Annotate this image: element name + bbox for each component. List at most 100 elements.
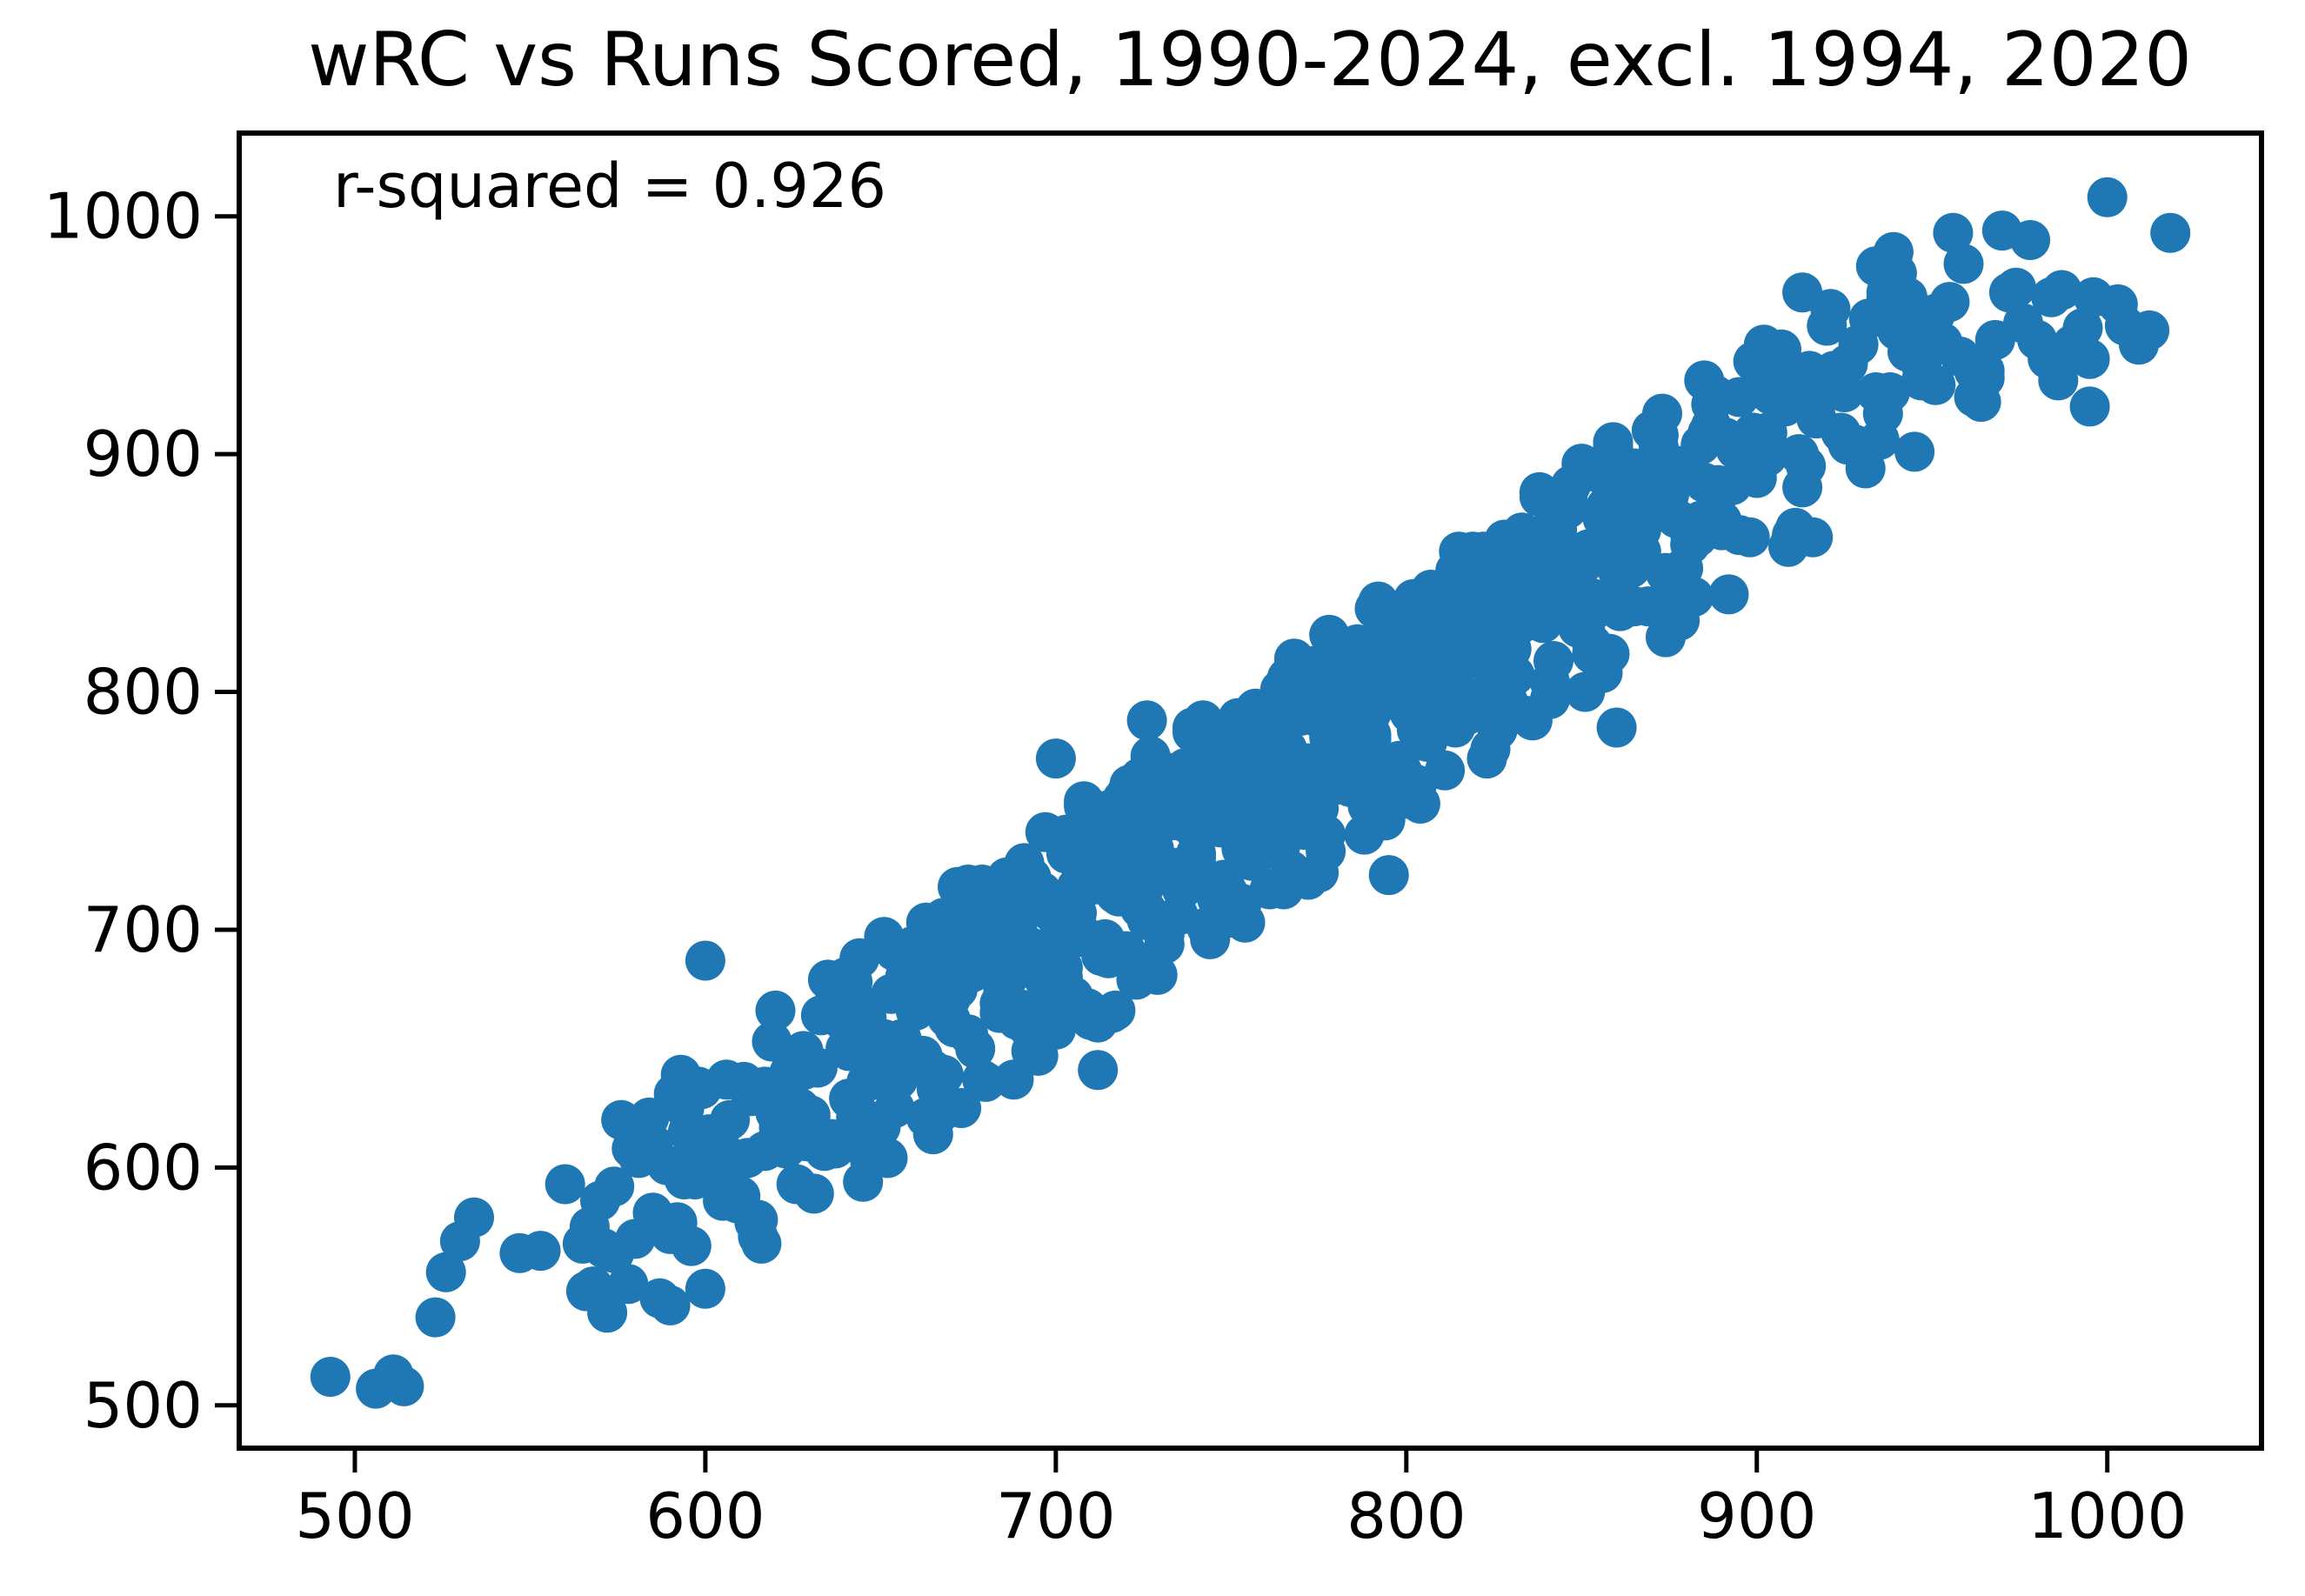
scatter-point [1827,344,1868,384]
scatter-point [1624,479,1665,520]
scatter-point [1042,947,1083,988]
scatter-point [765,1128,806,1169]
scatter-point [1765,386,1805,427]
scatter-point [2038,360,2079,401]
scatter-point [664,1159,705,1199]
scatter-point [923,1054,964,1095]
y-tick-label: 800 [84,656,203,729]
scatter-point [895,990,936,1031]
scatter-point [1453,603,1493,644]
scatter-point [2041,270,2082,311]
scatter-point [713,1142,754,1183]
scatter-point [685,940,725,981]
x-tick-label: 600 [645,1479,765,1553]
scatter-point [2087,177,2128,217]
scatter-point [800,995,841,1036]
scatter-point [1582,652,1623,693]
scatter-point [1642,393,1682,434]
x-tick-label: 800 [1346,1479,1466,1553]
scatter-point [1827,424,1868,465]
scatter-point [425,1252,466,1292]
scatter-point [1200,807,1241,848]
scatter-point [1596,707,1637,748]
x-tick-label: 700 [996,1479,1115,1553]
scatter-point [454,1197,494,1238]
scatter-point [1653,578,1694,619]
scatter-point [1866,277,1907,317]
axes-spines [237,130,2264,1451]
scatter-point [857,1050,898,1091]
scatter-point [573,1266,613,1307]
scatter-point [1964,351,2005,391]
scatter-point [1684,360,1725,401]
scatter-point [1782,467,1823,508]
scatter-point [1547,489,1588,529]
scatter-point [611,1128,652,1169]
scatter-point [1929,282,1970,323]
scatter-point [310,1357,351,1397]
scatter-point [650,1285,691,1326]
scatter-point [1988,272,2029,313]
scatter-point [752,1021,792,1062]
scatter-point [2069,386,2110,427]
scatter-point [965,1061,1006,1102]
scatter-point [776,1164,817,1205]
scatter-point [671,1225,712,1266]
axis-ticks: 500 600 700 800 900 1000 500 600 700 800 900 1000 [43,180,2188,1553]
scatter-point [1382,752,1423,793]
scatter-point [1190,918,1231,959]
scatter-point [703,1180,744,1221]
scatter-point [825,1028,866,1069]
scatter-point [1368,855,1409,896]
x-tick-label: 1000 [2028,1479,2187,1553]
scatter-point [1701,500,1742,541]
scatter-point [1207,871,1248,912]
y-tick-label: 700 [84,893,203,966]
scatter-point [1106,931,1146,972]
scatter-point [738,1199,778,1240]
scatter-point [846,998,887,1038]
scatter-point [1368,664,1409,705]
scatter-point [1232,819,1273,860]
scatter-point [1561,444,1602,484]
scatter-point [1894,431,1935,472]
scatter-point [2129,310,2170,351]
scatter-point [1743,324,1784,365]
scatter-point [1320,745,1360,786]
scatter-point [1078,1050,1119,1091]
scatter-point [1064,785,1105,826]
scatter-point [1480,626,1521,667]
scatter-point [1176,838,1216,878]
scatter-point [1277,765,1318,805]
scatter-point [1000,943,1041,984]
scatter-point [927,998,967,1038]
scatter-point [874,1088,915,1128]
r-squared-annotation: r-squared = 0.926 [333,150,886,222]
scatter-point [1295,802,1335,843]
scatter-point [384,1366,424,1406]
scatter-point [1719,377,1760,417]
scatter-point [594,1232,635,1273]
scatter-point [1800,364,1841,405]
scatter-points [310,177,2191,1409]
scatter-point [545,1164,585,1205]
scatter-point [955,1028,996,1069]
scatter-point [1035,738,1076,779]
scatter-point [1309,614,1350,655]
scatter-point [1981,210,2022,251]
scatter-point [1404,652,1444,693]
scatter-point [685,1268,725,1309]
scatter-point [1708,574,1749,615]
scatter-point [829,1078,870,1119]
scatter-point [1263,724,1304,765]
scatter-point [1943,244,1984,284]
scatter-point [1228,771,1269,812]
scatter-point [1102,791,1143,831]
scatter-point [569,1206,610,1247]
scatter-point [1670,515,1711,556]
scatter-point [1915,364,1956,405]
y-tick-label: 500 [84,1369,203,1442]
scatter-point [1018,1035,1059,1076]
scatter-point [745,1066,785,1107]
